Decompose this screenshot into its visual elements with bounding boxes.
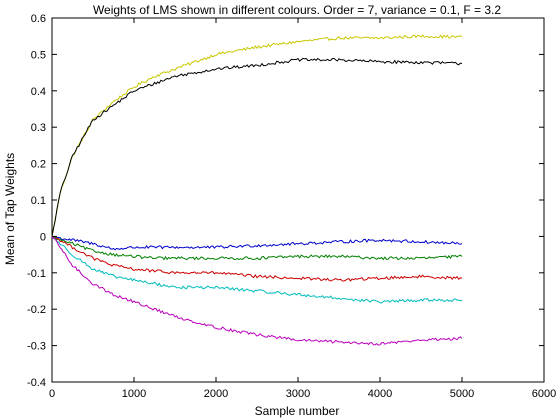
series-line bbox=[51, 34, 463, 237]
x-axis-label: Sample number bbox=[255, 404, 340, 418]
x-tick-label: 0 bbox=[49, 388, 55, 400]
tick-layer: 0 1000 2000 3000 4000 5000 6000 -0.4 -0.3 -0.2 -0.… bbox=[27, 13, 556, 400]
y-tick-label: -0.3 bbox=[27, 341, 46, 353]
x-tick-label: 3000 bbox=[286, 388, 310, 400]
y-tick-label: 0.2 bbox=[31, 159, 46, 171]
y-tick-label: 0.6 bbox=[31, 13, 46, 25]
series-line bbox=[51, 235, 463, 261]
plot-area bbox=[51, 17, 545, 383]
y-tick-label: 0.3 bbox=[31, 122, 46, 134]
y-tick-label: 0 bbox=[40, 231, 46, 243]
y-tick-label: -0.1 bbox=[27, 268, 46, 280]
y-tick-label: -0.4 bbox=[27, 377, 46, 389]
x-tick-label: 1000 bbox=[122, 388, 146, 400]
series-line bbox=[51, 236, 463, 346]
y-axis-label: Mean of Tap Weights bbox=[3, 153, 17, 265]
x-tick-label: 2000 bbox=[204, 388, 228, 400]
y-tick-label: 0.4 bbox=[31, 86, 46, 98]
y-tick-label: -0.2 bbox=[27, 304, 46, 316]
series-line bbox=[51, 57, 463, 237]
x-tick-label: 6000 bbox=[532, 388, 556, 400]
series-line bbox=[51, 235, 463, 251]
series-line bbox=[51, 235, 463, 282]
x-tick-label: 5000 bbox=[450, 388, 474, 400]
series-layer bbox=[51, 34, 463, 346]
y-tick-label: 0.1 bbox=[31, 195, 46, 207]
x-tick-label: 4000 bbox=[368, 388, 392, 400]
y-tick-label: 0.5 bbox=[31, 49, 46, 61]
series-line bbox=[51, 236, 463, 304]
chart-title: Weights of LMS shown in different colour… bbox=[93, 3, 501, 17]
